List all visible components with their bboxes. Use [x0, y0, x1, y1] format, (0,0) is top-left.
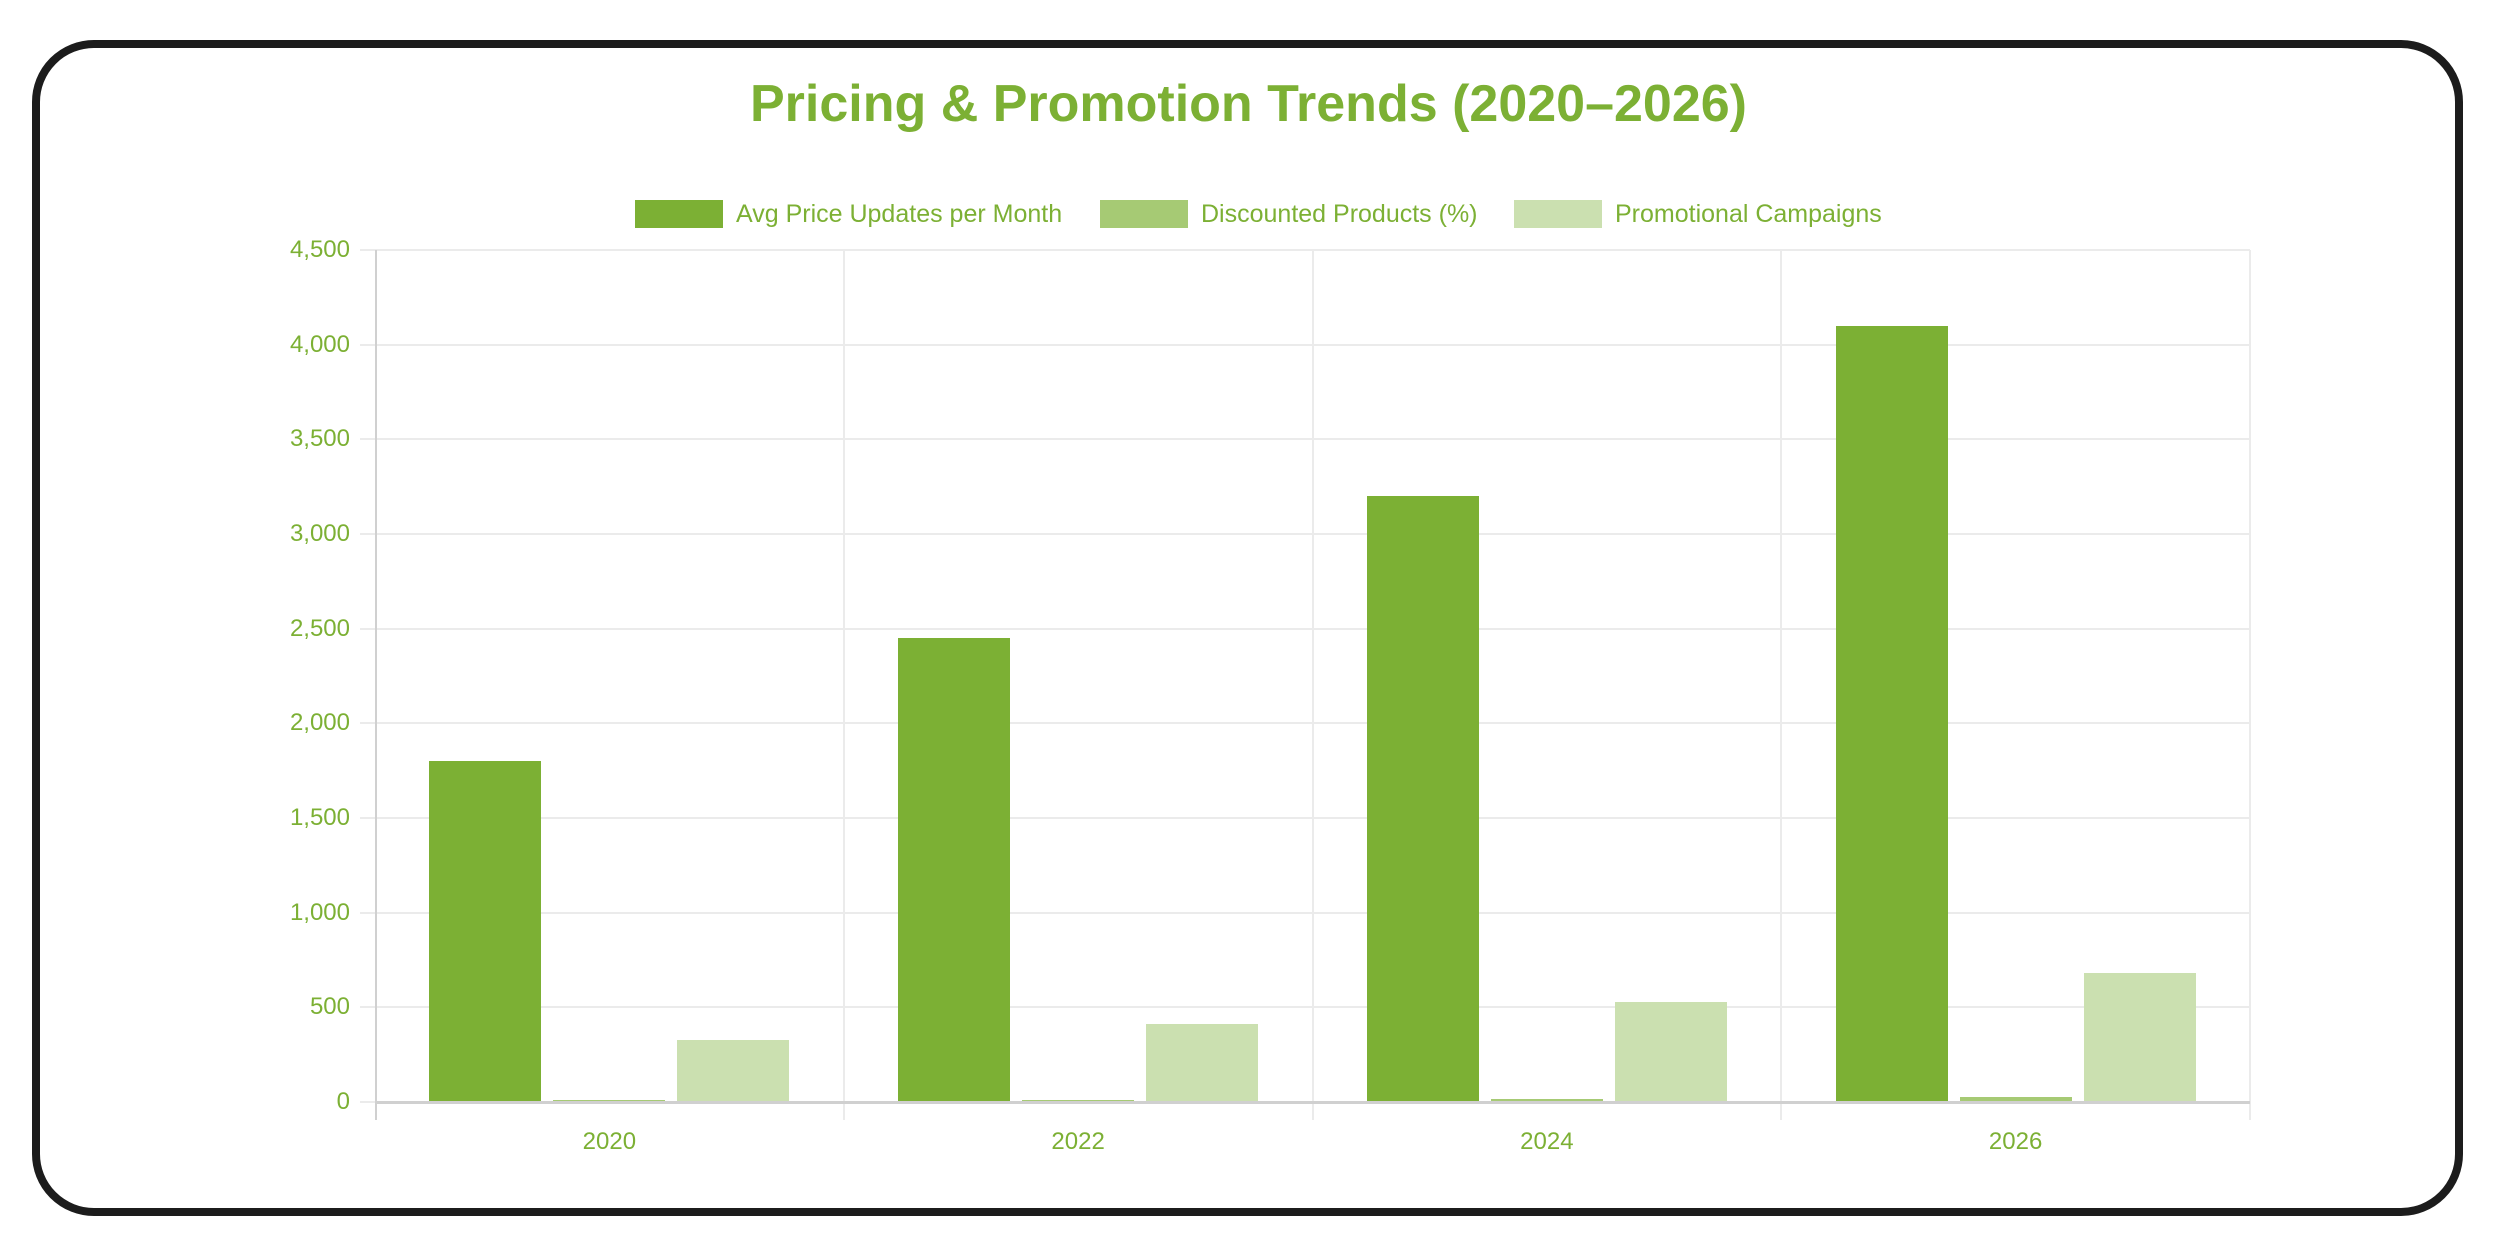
gridline-vertical — [2249, 250, 2251, 1120]
y-tick — [360, 533, 375, 535]
x-tick-label: 2022 — [1051, 1128, 1105, 1155]
y-axis — [375, 250, 377, 1120]
bar-discounted-products-2022[interactable] — [1022, 1099, 1135, 1102]
y-tick — [360, 722, 375, 725]
y-tick-label: 0 — [336, 1088, 350, 1115]
y-tick — [360, 438, 375, 441]
gridline-vertical — [1780, 250, 1783, 1120]
y-tick — [360, 249, 375, 251]
legend-label: Avg Price Updates per Month — [736, 199, 1063, 228]
legend-item-promotional-campaigns[interactable]: Promotional Campaigns — [1514, 199, 1882, 229]
y-tick-label: 500 — [309, 993, 350, 1021]
y-tick — [360, 817, 375, 819]
bar-avg-price-updates-per-month-2022[interactable] — [898, 638, 1011, 1102]
y-tick-label: 3,000 — [289, 520, 350, 547]
y-tick-label: 1,000 — [289, 898, 350, 926]
chart-title: Pricing & Promotion Trends (2020–2026) — [750, 75, 1747, 133]
y-tick — [360, 627, 375, 630]
bar-avg-price-updates-per-month-2020[interactable] — [429, 761, 542, 1102]
y-tick-label: 2,000 — [289, 709, 350, 737]
y-tick — [360, 1006, 375, 1009]
y-tick — [360, 1101, 375, 1103]
x-tick-label: 2024 — [1520, 1128, 1574, 1155]
bar-promotional-campaigns-2022[interactable] — [1146, 1024, 1259, 1102]
x-tick-label: 2020 — [582, 1128, 637, 1155]
plot-area: 0 500 1,000 1,500 2,000 2,500 3,000 3,500 4,000 4… — [290, 236, 2251, 1155]
y-tick — [360, 343, 375, 346]
x-tick-label: 2026 — [1988, 1128, 2043, 1155]
bar-promotional-campaigns-2026[interactable] — [2083, 973, 2196, 1102]
x-axis — [375, 1101, 2250, 1104]
gridline-vertical — [1311, 250, 1314, 1120]
bar-avg-price-updates-per-month-2026[interactable] — [1835, 325, 1948, 1102]
y-tick-label: 4,000 — [289, 330, 350, 358]
y-tick-label: 1,500 — [289, 804, 350, 831]
gridline-vertical — [842, 250, 845, 1120]
bar-avg-price-updates-per-month-2024[interactable] — [1366, 496, 1479, 1102]
legend-swatch-promotional-campaigns — [1514, 200, 1602, 228]
legend-label: Promotional Campaigns — [1615, 199, 1882, 228]
legend-swatch-avg-price-updates — [635, 200, 723, 228]
bar-promotional-campaigns-2020[interactable] — [677, 1039, 790, 1102]
bar-promotional-campaigns-2024[interactable] — [1614, 1001, 1727, 1102]
legend-item-avg-price-updates[interactable]: Avg Price Updates per Month — [635, 199, 1062, 229]
bar-discounted-products-2024[interactable] — [1490, 1098, 1603, 1102]
legend-label: Discounted Products (%) — [1201, 199, 1478, 228]
chart-legend: Avg Price Updates per Month Discounted P… — [0, 199, 2497, 229]
bar-discounted-products-2026[interactable] — [1959, 1097, 2072, 1102]
legend-item-discounted-products[interactable]: Discounted Products (%) — [1100, 199, 1478, 229]
legend-swatch-discounted-products — [1100, 200, 1188, 228]
y-tick-label: 4,500 — [289, 236, 350, 263]
y-tick — [360, 911, 375, 914]
y-tick-label: 2,500 — [289, 614, 350, 642]
y-tick-label: 3,500 — [289, 425, 350, 453]
